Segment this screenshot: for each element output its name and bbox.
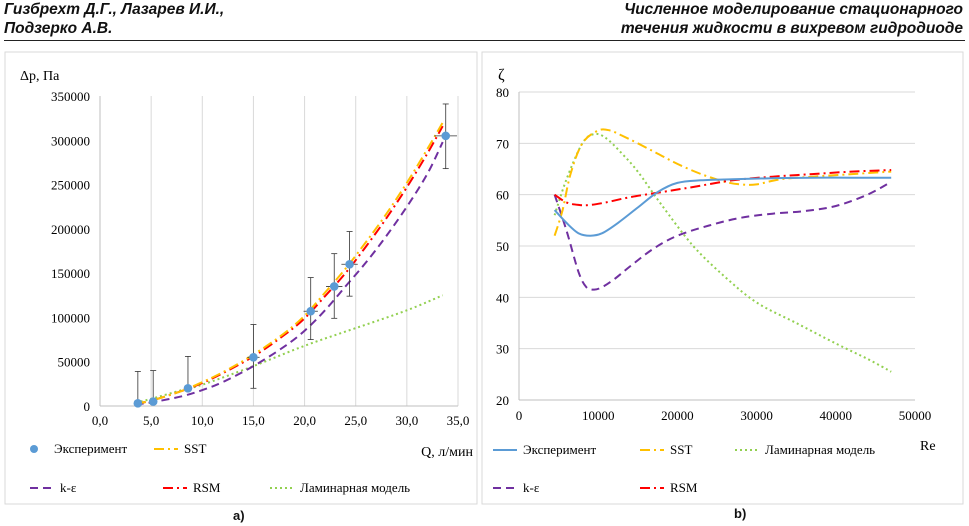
legend-b-experiment-label: Эксперимент bbox=[523, 442, 596, 457]
chart-b-frame bbox=[481, 51, 964, 505]
chart-b-x-tick-label: 10000 bbox=[582, 408, 615, 423]
chart-a-experiment-point bbox=[148, 397, 158, 406]
chart-a-x-tick-label: 20,0 bbox=[293, 413, 316, 428]
chart-b-y-tick-label: 30 bbox=[496, 342, 509, 357]
chart-a-y-tick-label: 100000 bbox=[51, 310, 90, 325]
chart-b-y-tick-label: 20 bbox=[496, 393, 509, 408]
chart-b-y-tick-label: 80 bbox=[496, 85, 509, 100]
chart-b-x-tick-label: 0 bbox=[516, 408, 523, 423]
chart-a-x-tick-label: 30,0 bbox=[395, 413, 418, 428]
legend-b-rsm-label: RSM bbox=[670, 480, 698, 495]
chart-a-experiment-point bbox=[306, 306, 316, 316]
chart-a-series-sst bbox=[135, 122, 444, 405]
title-line-2: течения жидкости в вихревом гидродиоде bbox=[620, 20, 963, 37]
chart-b-series-experiment bbox=[553, 176, 892, 237]
chart-a-experiment-point bbox=[183, 383, 193, 393]
chart-a-y-axis-label: Δр, Па bbox=[20, 69, 60, 84]
chart-a-x-tick-label: 5,0 bbox=[143, 413, 159, 428]
chart-a-y-tick-label: 350000 bbox=[51, 89, 90, 104]
chart-a-y-tick-label: 150000 bbox=[51, 266, 90, 281]
chart-a-series-rsm bbox=[135, 125, 444, 405]
chart-b-y-axis-label: ζ bbox=[498, 67, 505, 84]
legend-b-laminar-label: Ламинарная модель bbox=[765, 442, 875, 457]
title-header: Численное моделирование стационарного те… bbox=[621, 0, 963, 38]
chart-a-series-laminar bbox=[135, 294, 444, 404]
chart-a-experiment-point bbox=[345, 259, 354, 269]
chart-b-x-axis-label: Re bbox=[920, 439, 936, 454]
chart-a-x-tick-label: 10,0 bbox=[191, 413, 214, 428]
chart-a-y-tick-label: 200000 bbox=[51, 222, 90, 237]
authors-header: Гизбрехт Д.Г., Лазарев И.И., Подзерко А.… bbox=[4, 0, 224, 38]
chart-a-x-tick-label: 35,0 bbox=[447, 413, 470, 428]
chart-b-y-tick-label: 60 bbox=[496, 188, 509, 203]
chart-b-series-laminar bbox=[553, 132, 892, 373]
chart-b-x-tick-label: 50000 bbox=[899, 408, 932, 423]
chart-b-series-rsm bbox=[554, 169, 892, 207]
chart-b-x-tick-label: 40000 bbox=[820, 408, 853, 423]
legend-a-sst-label: SST bbox=[184, 441, 206, 456]
chart-a-y-tick-label: 0 bbox=[84, 399, 91, 414]
chart-a-experiment-point bbox=[249, 352, 258, 362]
chart-a-x-axis-label: Q, л/мин bbox=[421, 445, 473, 460]
chart-a-frame bbox=[4, 51, 478, 505]
legend-a-k-epsilon-label: k-ε bbox=[60, 480, 77, 495]
chart-b-series-k-epsilon bbox=[553, 180, 892, 291]
legend-a-experiment-label: Эксперимент bbox=[54, 441, 127, 456]
chart-a-x-tick-label: 25,0 bbox=[344, 413, 367, 428]
panel-label-a: a) bbox=[233, 508, 245, 523]
chart-a-y-tick-label: 250000 bbox=[51, 178, 90, 193]
chart-b-y-tick-label: 50 bbox=[496, 239, 509, 254]
legend-a-laminar-label: Ламинарная модель bbox=[300, 480, 410, 495]
chart-a-y-tick-label: 50000 bbox=[58, 355, 91, 370]
title-line-1: Численное моделирование стационарного bbox=[624, 1, 963, 18]
panel-label-b: b) bbox=[734, 506, 747, 521]
chart-b-y-tick-label: 40 bbox=[496, 290, 509, 305]
chart-a-experiment-point bbox=[441, 131, 451, 141]
authors-line-2: Подзерко А.В. bbox=[4, 20, 113, 37]
chart-b-x-tick-label: 30000 bbox=[740, 408, 773, 423]
legend-b-k-epsilon-label: k-ε bbox=[523, 480, 540, 495]
chart-b-series-sst bbox=[553, 128, 892, 237]
chart-b-x-tick-label: 20000 bbox=[661, 408, 694, 423]
chart-a: 0,0 5,0 10,0 15,0 20,0 25,0 30,0 35,0 0 50000 1000… bbox=[20, 69, 473, 495]
header-rule bbox=[4, 40, 965, 41]
chart-a-experiment-point bbox=[133, 399, 143, 408]
chart-a-x-tick-label: 15,0 bbox=[242, 413, 265, 428]
legend-a-rsm-label: RSM bbox=[193, 480, 221, 495]
chart-b: 20 30 40 50 60 70 80 0 10000 20000 30000 40000 50000… bbox=[493, 67, 936, 495]
authors-line-1: Гизбрехт Д.Г., Лазарев И.И., bbox=[4, 1, 225, 18]
legend-b-sst-label: SST bbox=[670, 442, 692, 457]
legend-a-experiment-marker bbox=[30, 445, 38, 453]
chart-a-experiment-point bbox=[329, 282, 339, 291]
chart-a-x-tick-label: 0,0 bbox=[92, 413, 108, 428]
chart-a-y-tick-label: 300000 bbox=[51, 133, 90, 148]
chart-b-y-tick-label: 70 bbox=[496, 136, 509, 151]
chart-a-series-k-epsilon bbox=[135, 141, 444, 406]
